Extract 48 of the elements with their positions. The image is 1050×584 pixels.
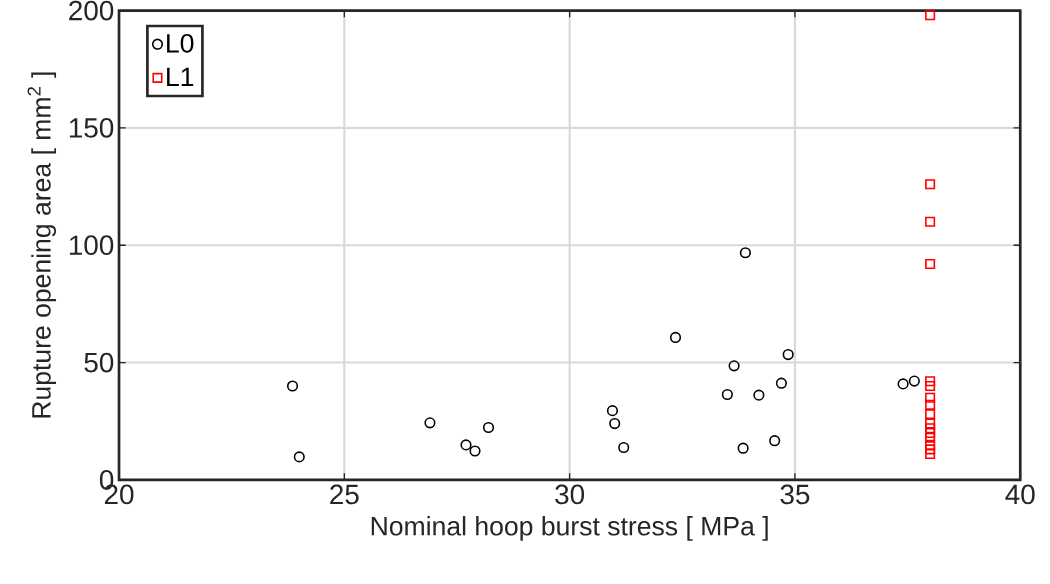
point — [925, 428, 936, 439]
point — [925, 439, 936, 450]
point — [293, 451, 305, 463]
x-tick-label: 30 — [555, 484, 585, 505]
point — [753, 389, 765, 401]
point — [618, 442, 630, 454]
point — [925, 376, 936, 387]
point — [925, 423, 936, 434]
point — [286, 380, 299, 392]
point — [925, 418, 936, 429]
point — [469, 445, 481, 457]
point — [775, 377, 787, 390]
point — [739, 247, 751, 259]
point — [925, 432, 936, 443]
point — [925, 216, 936, 228]
point — [925, 399, 936, 411]
x-tick-label: 25 — [330, 484, 359, 505]
point — [669, 332, 682, 344]
point — [424, 417, 436, 429]
x-tick-label: 40 — [1005, 484, 1035, 505]
y-tick-label: 200 — [69, 0, 114, 21]
legend-label: L1 — [167, 67, 194, 87]
point — [482, 422, 495, 434]
point — [925, 409, 936, 420]
point — [737, 442, 749, 455]
point — [609, 418, 621, 430]
point — [721, 389, 733, 401]
x-axis-title: Nominal hoop burst stress [ MPa ] — [371, 516, 768, 542]
point — [782, 349, 794, 361]
legend-label: L0 — [167, 34, 194, 53]
y-tick-label: 50 — [84, 352, 114, 373]
point — [897, 378, 909, 390]
point — [460, 439, 472, 451]
point — [908, 375, 920, 387]
point — [728, 360, 740, 372]
point — [606, 405, 619, 417]
y-tick-label: 150 — [69, 118, 114, 138]
y-tick-label: 100 — [69, 235, 114, 256]
x-tick-label: 35 — [780, 484, 810, 505]
point — [925, 259, 936, 270]
point — [925, 444, 936, 455]
y-axis-title: Rupture opening area [ mm$^{2}$ ] — [27, 72, 57, 418]
point — [925, 392, 936, 404]
point — [925, 381, 936, 392]
point — [925, 449, 936, 460]
point — [925, 179, 936, 190]
point — [769, 435, 781, 447]
point — [925, 10, 936, 21]
